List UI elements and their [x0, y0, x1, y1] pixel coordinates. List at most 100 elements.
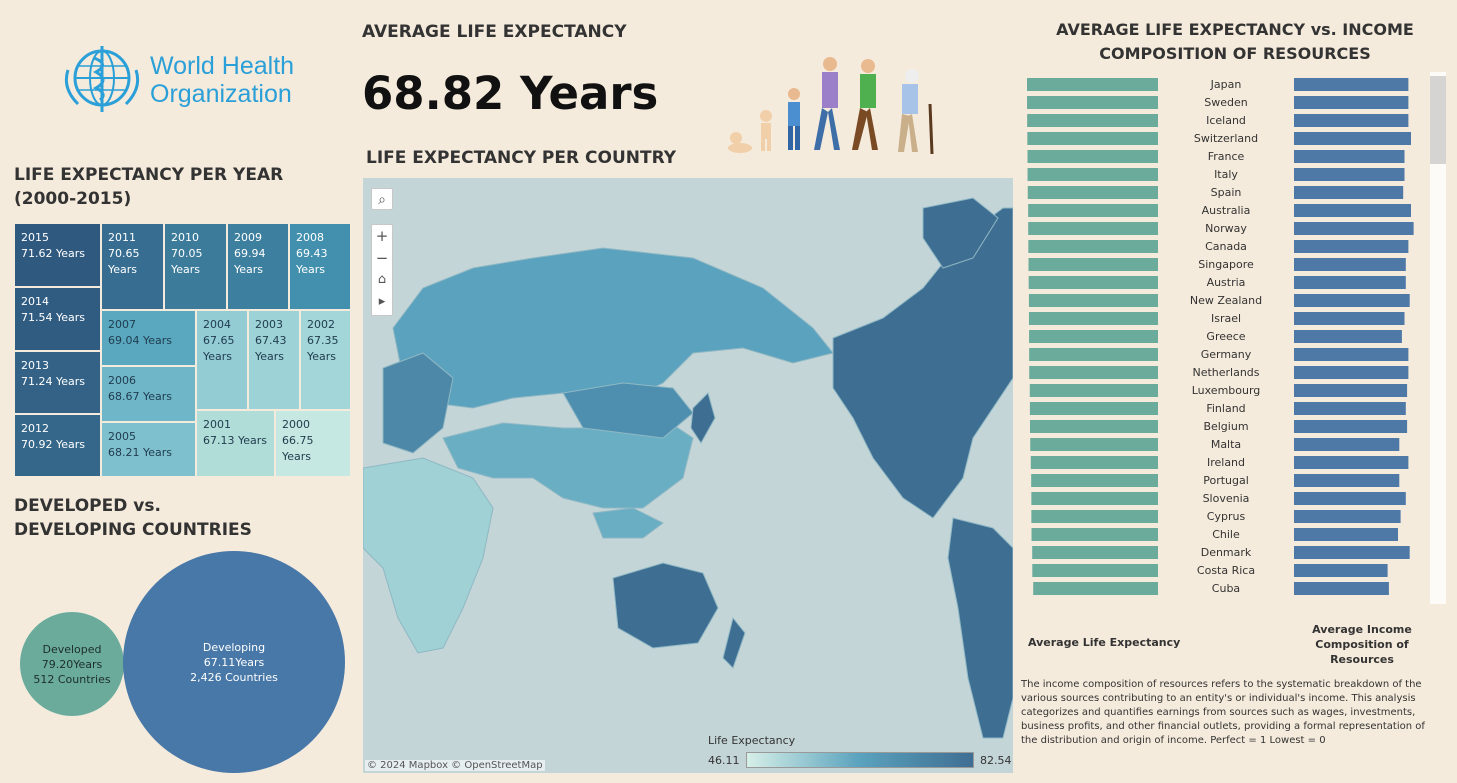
country-label: Switzerland [1194, 132, 1258, 145]
income-bar-germany[interactable] [1294, 348, 1409, 361]
country-label: Malta [1211, 438, 1241, 451]
treemap-cell-2011[interactable]: 2011 70.65 Years [101, 223, 164, 310]
income-bar-slovenia[interactable] [1294, 492, 1406, 505]
life-bar-austria[interactable] [1028, 276, 1158, 289]
treemap-cell-2003[interactable]: 2003 67.43 Years [248, 310, 300, 410]
income-bar-switzerland[interactable] [1294, 132, 1411, 145]
life-bar-portugal[interactable] [1031, 474, 1158, 487]
world-map[interactable]: ⌕ + − ⌂ ▸ © 2024 Mapbox © OpenStreetMap … [363, 178, 1013, 773]
life-bar-malta[interactable] [1030, 438, 1158, 451]
income-bar-luxembourg[interactable] [1294, 384, 1408, 397]
country-label: Spain [1211, 186, 1242, 199]
country-label: Belgium [1203, 420, 1248, 433]
income-bar-netherlands[interactable] [1294, 366, 1409, 379]
income-bar-italy[interactable] [1294, 168, 1405, 181]
income-bar-portugal[interactable] [1294, 474, 1400, 487]
life-bar-cyprus[interactable] [1031, 510, 1158, 523]
income-bar-greece[interactable] [1294, 330, 1402, 343]
treemap-cell-2012[interactable]: 2012 70.92 Years [14, 414, 101, 477]
life-bar-canada[interactable] [1028, 240, 1158, 253]
income-bar-japan[interactable] [1294, 78, 1409, 91]
life-bar-greece[interactable] [1029, 330, 1158, 343]
income-bar-austria[interactable] [1294, 276, 1406, 289]
treemap-cell-2014[interactable]: 2014 71.54 Years [14, 287, 101, 351]
life-bar-luxembourg[interactable] [1029, 384, 1158, 397]
treemap-cell-2009[interactable]: 2009 69.94 Years [227, 223, 289, 310]
treemap: 2015 71.62 Years 2014 71.54 Years 2013 71.2… [14, 223, 351, 477]
who-logo: World Health Organization [58, 40, 318, 120]
life-bar-norway[interactable] [1028, 222, 1158, 235]
life-bar-finland[interactable] [1029, 402, 1158, 415]
bubble-developed-years: 79.20Years [41, 658, 103, 671]
life-bar-new-zealand[interactable] [1028, 294, 1158, 307]
map-search-button[interactable]: ⌕ [371, 188, 393, 210]
treemap-cell-2008[interactable]: 2008 69.43 Years [289, 223, 351, 310]
treemap-cell-2015[interactable]: 2015 71.62 Years [14, 223, 101, 287]
income-bar-sweden[interactable] [1294, 96, 1409, 109]
treemap-cell-2013[interactable]: 2013 71.24 Years [14, 351, 101, 414]
life-bar-italy[interactable] [1027, 168, 1158, 181]
life-bar-iceland[interactable] [1027, 114, 1158, 127]
income-bar-norway[interactable] [1294, 222, 1414, 235]
treemap-cell-2005[interactable]: 2005 68.21 Years [101, 422, 196, 477]
play-button[interactable]: ▸ [378, 294, 386, 309]
treemap-cell-2010[interactable]: 2010 70.05 Years [164, 223, 227, 310]
bar-chart-scrollbar[interactable] [1430, 72, 1446, 604]
treemap-cell-2002[interactable]: 2002 67.35 Years [300, 310, 351, 410]
life-bar-singapore[interactable] [1028, 258, 1158, 271]
income-bar-france[interactable] [1294, 150, 1405, 163]
life-bar-switzerland[interactable] [1027, 132, 1158, 145]
bubble-developed[interactable]: Developed 79.20Years 512 Countries [20, 612, 124, 716]
life-bar-spain[interactable] [1027, 186, 1158, 199]
zoom-in-button[interactable]: + [375, 227, 389, 245]
life-bar-israel[interactable] [1028, 312, 1158, 325]
map-landmasses [363, 197, 1013, 739]
income-bar-belgium[interactable] [1294, 420, 1408, 433]
treemap-cell-2004[interactable]: 2004 67.65 Years [196, 310, 248, 410]
income-bar-new-zealand[interactable] [1294, 294, 1410, 307]
life-bar-sweden[interactable] [1027, 96, 1158, 109]
life-bar-cuba[interactable] [1033, 582, 1158, 595]
life-bar-germany[interactable] [1029, 348, 1158, 361]
treemap-cell-2007[interactable]: 2007 69.04 Years [101, 310, 196, 366]
income-bar-canada[interactable] [1294, 240, 1409, 253]
life-bar-australia[interactable] [1028, 204, 1158, 217]
country-label: Greece [1206, 330, 1245, 343]
home-button[interactable]: ⌂ [377, 272, 387, 287]
zoom-out-button[interactable]: − [375, 249, 389, 267]
income-bar-singapore[interactable] [1294, 258, 1406, 271]
treemap-cell-2001[interactable]: 2001 67.13 Years [196, 410, 275, 477]
life-bar-japan[interactable] [1027, 78, 1158, 91]
income-bar-spain[interactable] [1294, 186, 1404, 199]
income-bar-ireland[interactable] [1294, 456, 1409, 469]
income-bar-malta[interactable] [1294, 438, 1400, 451]
life-bar-chile[interactable] [1031, 528, 1158, 541]
life-bar-costa-rica[interactable] [1032, 564, 1158, 577]
bar-chart: Japan Sweden Iceland Switzerland France Italy… [1020, 72, 1430, 604]
country-label: Luxembourg [1192, 384, 1261, 397]
income-bar-denmark[interactable] [1294, 546, 1410, 559]
life-bar-ireland[interactable] [1030, 456, 1158, 469]
country-label: Denmark [1201, 546, 1252, 559]
legend-max: 82.54 [980, 754, 1012, 767]
income-bar-chile[interactable] [1294, 528, 1398, 541]
income-bar-cuba[interactable] [1294, 582, 1389, 595]
treemap-cell-2006[interactable]: 2006 68.67 Years [101, 366, 196, 422]
bubble-developed-count: 512 Countries [33, 673, 111, 686]
income-bar-israel[interactable] [1294, 312, 1405, 325]
legend-gradient [746, 752, 974, 768]
scrollbar-thumb[interactable] [1430, 76, 1446, 164]
treemap-cell-2000[interactable]: 2000 66.75 Years [275, 410, 351, 477]
life-bar-france[interactable] [1027, 150, 1158, 163]
income-bar-costa-rica[interactable] [1294, 564, 1388, 577]
life-bar-slovenia[interactable] [1031, 492, 1158, 505]
map-attribution: © 2024 Mapbox © OpenStreetMap [365, 760, 545, 771]
income-bar-iceland[interactable] [1294, 114, 1409, 127]
life-bar-belgium[interactable] [1029, 420, 1158, 433]
income-bar-australia[interactable] [1294, 204, 1411, 217]
bubble-developing[interactable]: Developing 67.11Years 2,426 Countries [123, 551, 345, 773]
life-bar-denmark[interactable] [1032, 546, 1158, 559]
income-bar-finland[interactable] [1294, 402, 1406, 415]
life-bar-netherlands[interactable] [1029, 366, 1158, 379]
income-bar-cyprus[interactable] [1294, 510, 1401, 523]
